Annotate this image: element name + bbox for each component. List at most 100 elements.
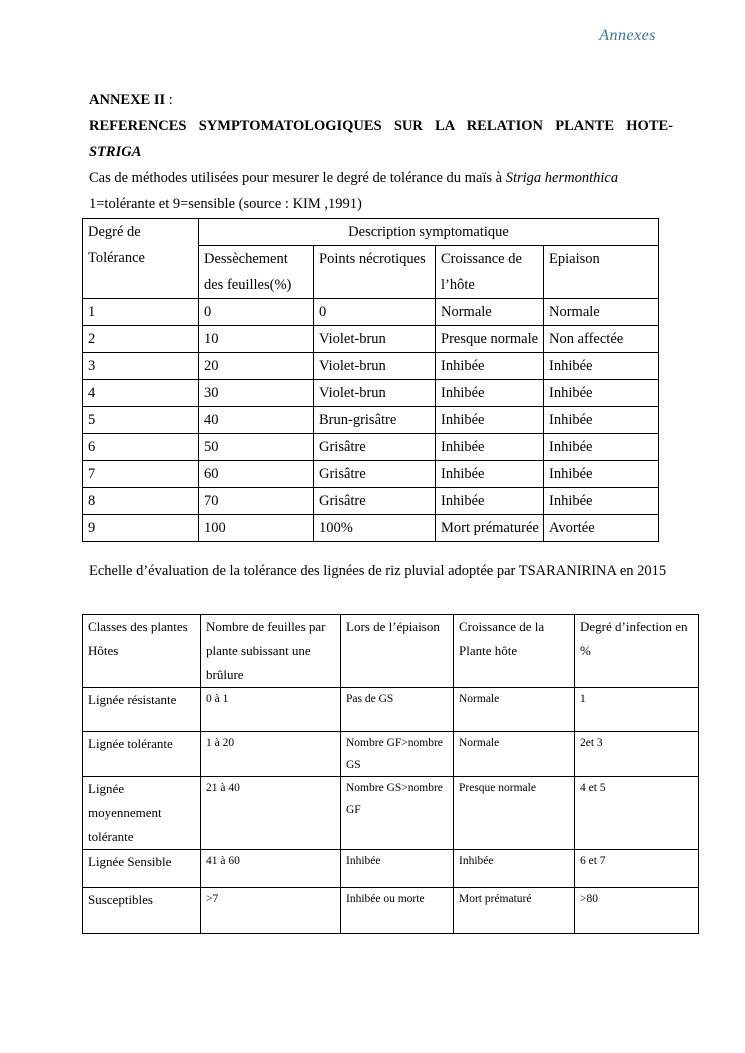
table-row: 6 50 Grisâtre Inhibée Inhibée xyxy=(82,433,659,461)
table-cell: Inhibée xyxy=(543,460,659,488)
table-cell: Inhibée xyxy=(435,379,544,407)
table-row: Lignée Sensible 41 à 60 Inhibée Inhibée 6 et… xyxy=(82,849,699,888)
table-row: 1 0 0 Normale Normale xyxy=(82,298,659,326)
table-cell: 2et 3 xyxy=(574,731,699,777)
header-cell: Lors de l’épiaison xyxy=(340,614,454,688)
table-cell: Normale xyxy=(453,687,575,732)
table-cell: 41 à 60 xyxy=(200,849,341,888)
table-row: Susceptibles >7 Inhibée ou morte Mort préma… xyxy=(82,887,699,934)
table-cell: Inhibée xyxy=(435,406,544,434)
table-cell: 4 xyxy=(82,379,199,407)
table-cell: Presque normale xyxy=(435,325,544,353)
table-cell: Inhibée xyxy=(435,433,544,461)
table-cell: Inhibée ou morte xyxy=(340,887,454,934)
table-cell: 9 xyxy=(82,514,199,542)
table-cell: 6 xyxy=(82,433,199,461)
table-cell: Normale xyxy=(543,298,659,326)
annex-label-line: ANNEXE II : xyxy=(89,87,673,113)
table-row: Lignée moyennement tolérante 21 à 40 Nombr… xyxy=(82,776,699,850)
table-row: 9 100 100% Mort prématurée Avortée xyxy=(82,514,659,542)
table-cell: 21 à 40 xyxy=(200,776,341,850)
group-header-cell: Description symptomatique xyxy=(198,218,659,246)
table-cell: Avortée xyxy=(543,514,659,542)
table-row: 3 20 Violet-brun Inhibée Inhibée xyxy=(82,352,659,380)
table-cell: 30 xyxy=(198,379,314,407)
table-cell: Non affectée xyxy=(543,325,659,353)
header-cell: Classes des plantes Hôtes xyxy=(82,614,201,688)
table-cell: Nombre GF>nombre GS xyxy=(340,731,454,777)
table-cell: 100% xyxy=(313,514,436,542)
table-cell: 6 et 7 xyxy=(574,849,699,888)
table-cell: 0 xyxy=(313,298,436,326)
table-cell: 2 xyxy=(82,325,199,353)
table-row: 2 10 Violet-brun Presque normale Non affecté… xyxy=(82,325,659,353)
table-cell: 60 xyxy=(198,460,314,488)
header-cell: Dessèchement des feuilles(%) xyxy=(198,245,314,299)
table-cell: Inhibée xyxy=(435,487,544,515)
table1-caption-line2: 1=tolérante et 9=sensible (source : KIM … xyxy=(89,196,362,212)
table-cell: 100 xyxy=(198,514,314,542)
table-cell: Inhibée xyxy=(543,352,659,380)
caption-text: Cas de méthodes utilisées pour mesurer l… xyxy=(89,170,506,186)
tolerance-table: Degré de Tolérance Description symptomati… xyxy=(82,218,659,542)
table-cell: 1 xyxy=(574,687,699,732)
table1-caption: Cas de méthodes utilisées pour mesurer l… xyxy=(89,165,673,191)
header-cell: Nombre de feuilles par plante subissant … xyxy=(200,614,341,688)
table-cell: 10 xyxy=(198,325,314,353)
table-cell: Inhibée xyxy=(543,379,659,407)
table-row: Lignée tolérante 1 à 20 Nombre GF>nombre G… xyxy=(82,731,699,777)
header-row: Classes des plantes Hôtes Nombre de feuil… xyxy=(82,614,699,688)
table-cell: Lignée moyennement tolérante xyxy=(82,776,201,850)
table-cell: Susceptibles xyxy=(82,887,201,934)
table-cell: >80 xyxy=(574,887,699,934)
table-cell: Inhibée xyxy=(453,849,575,888)
annex-colon: : xyxy=(165,92,173,108)
table-cell: Nombre GS>nombre GF xyxy=(340,776,454,850)
table-cell: Brun-grisâtre xyxy=(313,406,436,434)
table-cell: Inhibée xyxy=(543,406,659,434)
table-cell: 1 à 20 xyxy=(200,731,341,777)
annex-heading: ANNEXE II : REFERENCES SYMPTOMATOLOGIQUE… xyxy=(89,87,673,217)
header-cell: Epiaison xyxy=(543,245,659,299)
table-cell: Mort prématuré xyxy=(453,887,575,934)
table-cell: Inhibée xyxy=(340,849,454,888)
table-row: 7 60 Grisâtre Inhibée Inhibée xyxy=(82,460,659,488)
table-cell: 0 à 1 xyxy=(200,687,341,732)
table-cell: Inhibée xyxy=(543,433,659,461)
table-cell: Normale xyxy=(453,731,575,777)
table-cell: 3 xyxy=(82,352,199,380)
evaluation-table: Classes des plantes Hôtes Nombre de feuil… xyxy=(82,614,699,934)
table-cell: 40 xyxy=(198,406,314,434)
table-cell: 7 xyxy=(82,460,199,488)
table-row: 4 30 Violet-brun Inhibée Inhibée xyxy=(82,379,659,407)
running-title: Annexes xyxy=(599,27,656,44)
annex-title-italic: STRIGA xyxy=(89,144,142,160)
table-cell: Violet-brun xyxy=(313,352,436,380)
table-cell: 5 xyxy=(82,406,199,434)
table-cell: Lignée Sensible xyxy=(82,849,201,888)
header-cell: Croissance de la Plante hôte xyxy=(453,614,575,688)
table-cell: 0 xyxy=(198,298,314,326)
table-cell: Inhibée xyxy=(435,460,544,488)
table-cell: Grisâtre xyxy=(313,433,436,461)
header-cell: Points nécrotiques xyxy=(313,245,436,299)
header-cell: Croissance de l’hôte xyxy=(435,245,544,299)
table-cell: Violet-brun xyxy=(313,379,436,407)
table-cell: Normale xyxy=(435,298,544,326)
header-row: Dessèchement des feuilles(%) Points nécro… xyxy=(83,245,659,299)
table-cell: Violet-brun xyxy=(313,325,436,353)
table-cell: >7 xyxy=(200,887,341,934)
table-cell: Inhibée xyxy=(543,487,659,515)
annex-label: ANNEXE II xyxy=(89,92,166,108)
caption-species: Striga hermonthica xyxy=(505,170,619,186)
table-cell: Inhibée xyxy=(435,352,544,380)
table-cell: 8 xyxy=(82,487,199,515)
table-cell: 50 xyxy=(198,433,314,461)
table-row: Lignée résistante 0 à 1 Pas de GS Normale 1 xyxy=(82,687,699,732)
table-cell: 1 xyxy=(82,298,199,326)
table-row: 8 70 Grisâtre Inhibée Inhibée xyxy=(82,487,659,515)
header-cell: Degré de Tolérance xyxy=(82,218,199,299)
table-cell: Mort prématurée xyxy=(435,514,544,542)
table-cell: 70 xyxy=(198,487,314,515)
